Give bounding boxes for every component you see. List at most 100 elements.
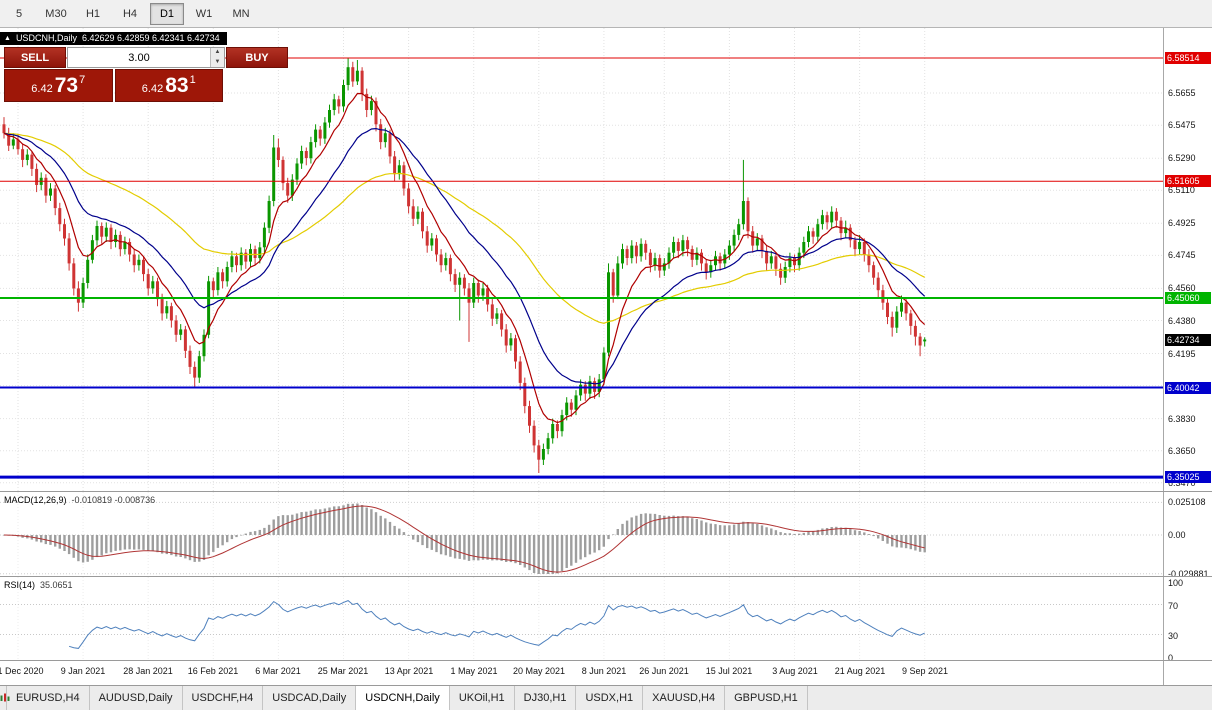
time-axis-label: 1 May 2021 xyxy=(450,666,498,676)
time-axis-label: 9 Jan 2021 xyxy=(60,666,106,676)
sell-price-big: 73 xyxy=(54,74,79,97)
price-axis-label: 6.5475 xyxy=(1168,120,1196,130)
timeframe-button-m30[interactable]: M30 xyxy=(45,7,67,20)
chart-tab-icon xyxy=(0,693,10,702)
price-level-badge[interactable]: 6.58514 xyxy=(1165,52,1211,64)
time-axis-label: 9 Sep 2021 xyxy=(901,666,949,676)
price-axis-label: 6.5655 xyxy=(1168,88,1196,98)
time-axis-label: 8 Jun 2021 xyxy=(581,666,627,676)
tabbar-separator xyxy=(0,685,1212,686)
volume-up-button[interactable]: ▲ xyxy=(211,48,224,58)
chart-tab-ukoil[interactable]: UKOil,H1 xyxy=(0,686,515,710)
buy-price-base: 6.42 xyxy=(141,82,164,95)
sell-price-base: 6.42 xyxy=(31,82,53,95)
volume-down-button[interactable]: ▼ xyxy=(211,57,224,67)
expand-arrow-icon[interactable]: ▲ xyxy=(4,35,11,42)
timeframe-button-w1[interactable]: W1 xyxy=(195,7,213,20)
buy-price-big: 83 xyxy=(165,74,189,97)
chart-tab-audusd[interactable]: AUDUSD,Daily xyxy=(0,686,183,710)
chart-tab-label: GBPUSD,H1 xyxy=(734,692,798,704)
chart-tab-label: XAUUSD,H4 xyxy=(652,692,716,704)
sell-price-sup: 7 xyxy=(79,73,86,86)
price-level-badge[interactable]: 6.40042 xyxy=(1165,382,1211,394)
buy-price-sup: 1 xyxy=(189,73,196,86)
price-axis-label: 6.4560 xyxy=(1168,283,1196,293)
time-axis-separator xyxy=(0,660,1212,661)
time-axis-label: 25 Mar 2021 xyxy=(317,666,369,676)
time-axis-label: 13 Apr 2021 xyxy=(384,666,434,676)
buy-price-button[interactable]: 6.42 83 1 xyxy=(114,69,223,102)
time-axis: 21 Dec 2020 9 Jan 2021 28 Jan 2021 16 Feb 2… xyxy=(0,660,1163,685)
macd-axis-label: 0.025108 xyxy=(1168,497,1206,507)
timeframe-button-h1[interactable]: H1 xyxy=(85,7,101,20)
macd-panel-chart[interactable] xyxy=(0,492,1163,576)
timeframe-toolbar: 5 M30 H1 H4 D1 W1 MN xyxy=(0,0,1212,28)
one-click-top-row: SELL ▲ ▼ BUY xyxy=(4,47,288,68)
chart-tab-label: EURUSD,H4 xyxy=(16,692,80,704)
macd-indicator-label: MACD(12,26,9) -0.010819 -0.008736 xyxy=(4,495,155,505)
price-level-badge[interactable]: 6.51605 xyxy=(1165,175,1211,187)
chart-tab-usdcad[interactable]: USDCAD,Daily xyxy=(0,686,357,710)
chart-tab-label: UKOil,H1 xyxy=(458,692,505,704)
price-axis: 6.5655 6.5475 6.5290 6.5110 6.4925 6.4745 6.45… xyxy=(1163,28,1212,685)
sell-button[interactable]: SELL xyxy=(4,47,66,68)
chart-tab-dj30[interactable]: DJ30,H1 xyxy=(0,686,577,710)
timeframe-button-d1[interactable]: D1 xyxy=(150,2,184,25)
chart-tab-usdcnh[interactable]: USDCNH,Daily xyxy=(0,686,450,710)
time-axis-label: 15 Jul 2021 xyxy=(705,666,753,676)
rsi-title: RSI(14) xyxy=(4,580,36,590)
rsi-indicator-label: RSI(14) 35.0651 xyxy=(4,580,73,590)
time-axis-label: 16 Feb 2021 xyxy=(187,666,239,676)
volume-input[interactable] xyxy=(68,48,210,67)
price-axis-label: 6.5110 xyxy=(1168,185,1195,195)
time-axis-label: 26 Jun 2021 xyxy=(639,666,689,676)
chart-tab-gbpusd[interactable]: GBPUSD,H1 xyxy=(0,686,808,710)
chart-tab-label: USDX,H1 xyxy=(585,692,634,704)
chart-ohlc-values: 6.42629 6.42859 6.42341 6.42734 xyxy=(81,33,220,43)
chart-title-bar: ▲ USDCNH,Daily 6.42629 6.42859 6.42341 6… xyxy=(0,32,227,45)
price-axis-label: 6.3470 xyxy=(1168,478,1196,488)
volume-field-wrap: ▲ ▼ xyxy=(67,47,225,68)
chart-tab-xauusd[interactable]: XAUUSD,H4 xyxy=(0,686,726,710)
chart-tab-usdchf[interactable]: USDCHF,H4 xyxy=(0,686,264,710)
time-axis-label: 21 Aug 2021 xyxy=(834,666,886,676)
time-axis-label: 21 Dec 2020 xyxy=(0,666,44,676)
time-axis-label: 3 Aug 2021 xyxy=(772,666,818,676)
chart-tab-usdx[interactable]: USDX,H1 xyxy=(0,686,644,710)
rsi-panel-separator[interactable] xyxy=(0,576,1212,577)
sell-price-button[interactable]: 6.42 73 7 xyxy=(4,69,113,102)
chart-symbol-period: USDCNH,Daily xyxy=(15,33,77,43)
buy-button[interactable]: BUY xyxy=(226,47,288,68)
rsi-axis-label: 100 xyxy=(1168,578,1184,588)
macd-axis-label: -0.029881 xyxy=(1168,569,1209,579)
rsi-axis-label: 70 xyxy=(1168,601,1179,611)
time-axis-label: 28 Jan 2021 xyxy=(123,666,173,676)
price-axis-label: 6.3830 xyxy=(1168,414,1196,424)
volume-stepper: ▲ ▼ xyxy=(210,48,224,67)
rsi-axis-label: 30 xyxy=(1168,631,1179,641)
chart-tabs-bar: EURUSD,H4 AUDUSD,Daily USDCHF,H4 USDCAD,Dai… xyxy=(0,686,1212,710)
timeframe-button-h4[interactable]: H4 xyxy=(122,7,138,20)
macd-panel-separator[interactable] xyxy=(0,491,1212,492)
price-level-badge[interactable]: 6.35025 xyxy=(1165,471,1211,483)
chart-tab-label: USDCHF,H4 xyxy=(191,692,254,704)
price-axis-label: 6.3650 xyxy=(1168,446,1196,456)
price-chart[interactable] xyxy=(0,28,1163,491)
price-axis-label: 6.4925 xyxy=(1168,218,1196,228)
chart-tab-label: DJ30,H1 xyxy=(523,692,567,704)
price-axis-label: 6.4195 xyxy=(1168,349,1196,359)
price-axis-label: 6.4745 xyxy=(1168,250,1196,260)
time-axis-label: 20 May 2021 xyxy=(512,666,566,676)
chart-tab-eurusd[interactable]: EURUSD,H4 xyxy=(0,686,90,710)
price-axis-label: 6.4380 xyxy=(1168,316,1196,326)
price-axis-label: 6.5290 xyxy=(1168,153,1196,163)
rsi-value: 35.0651 xyxy=(40,580,73,590)
price-level-badge[interactable]: 6.45060 xyxy=(1165,292,1211,304)
one-click-price-row: 6.42 73 7 6.42 83 1 xyxy=(4,69,223,102)
rsi-panel-chart[interactable] xyxy=(0,577,1163,660)
macd-title: MACD(12,26,9) xyxy=(4,495,67,505)
timeframe-button-mn[interactable]: MN xyxy=(232,7,250,20)
timeframe-button-5[interactable]: 5 xyxy=(15,7,23,20)
